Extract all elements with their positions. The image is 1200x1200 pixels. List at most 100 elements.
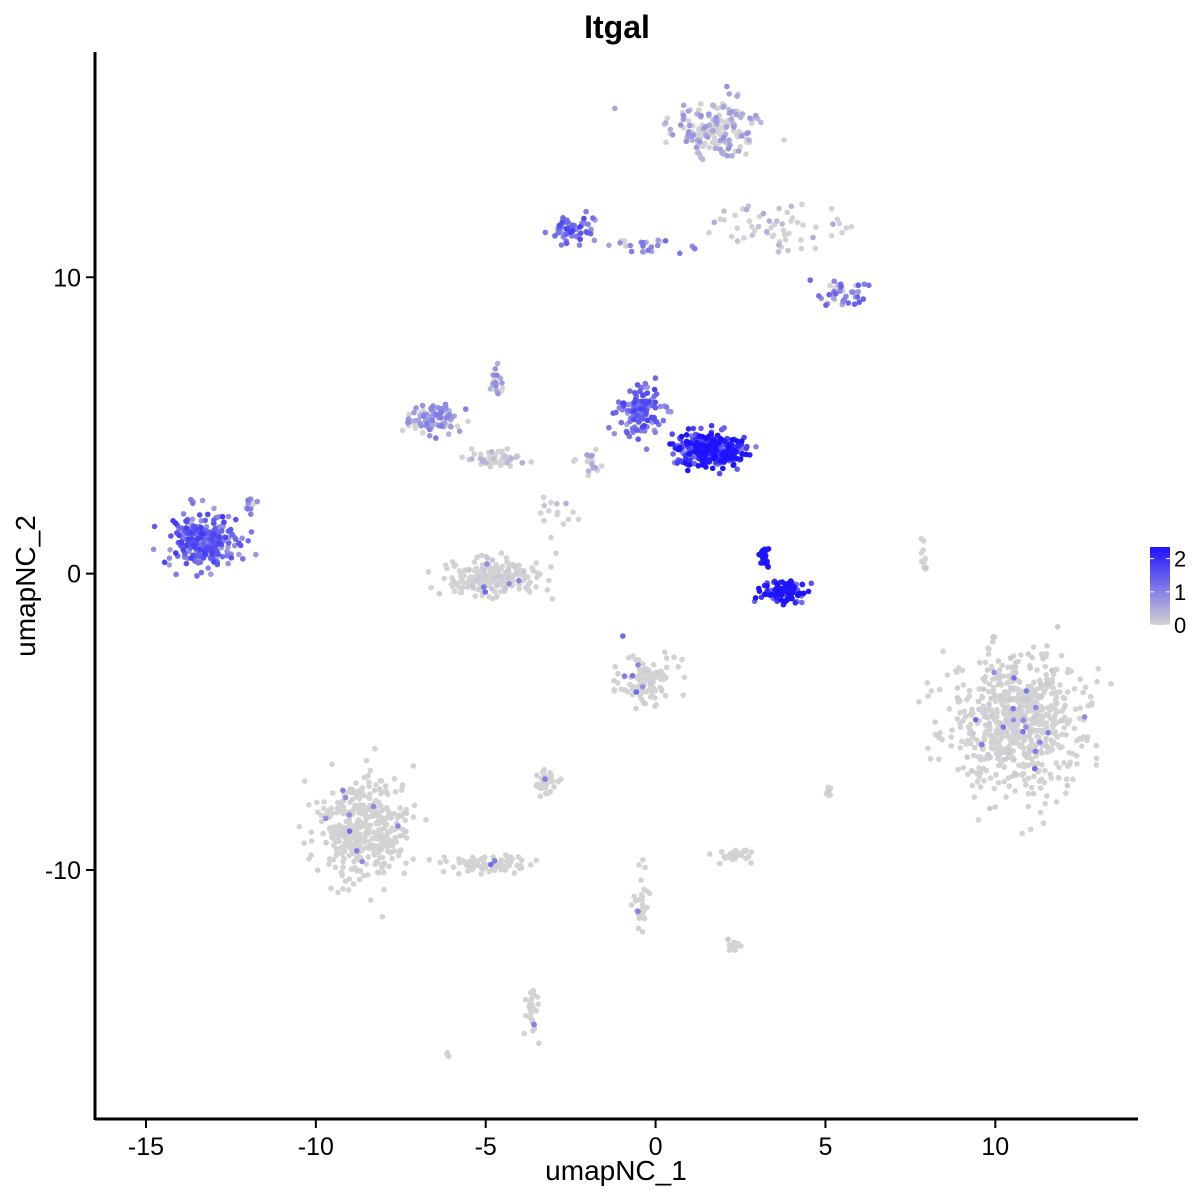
data-point xyxy=(199,497,206,504)
data-point xyxy=(646,890,653,897)
data-point xyxy=(975,698,982,705)
data-point xyxy=(508,455,514,462)
data-point xyxy=(556,222,563,229)
data-point xyxy=(176,532,182,539)
data-point xyxy=(624,689,631,695)
y-axis-ticks: -10 0 10 xyxy=(45,264,95,885)
data-point xyxy=(991,669,997,676)
data-point xyxy=(841,296,848,303)
data-point xyxy=(1064,669,1071,676)
data-point xyxy=(1031,715,1038,721)
data-point xyxy=(730,462,737,469)
data-point xyxy=(664,115,671,121)
data-point xyxy=(188,529,194,536)
data-point xyxy=(680,112,687,119)
data-point xyxy=(774,581,780,587)
data-point xyxy=(1056,764,1062,771)
data-point xyxy=(173,571,179,578)
data-point xyxy=(1042,767,1048,774)
data-point xyxy=(518,865,525,871)
data-point xyxy=(1014,706,1021,713)
data-point xyxy=(981,778,987,784)
data-point xyxy=(777,585,784,592)
data-point xyxy=(966,693,973,699)
data-point xyxy=(660,676,666,683)
data-point xyxy=(734,238,741,244)
data-point xyxy=(758,119,764,126)
data-point xyxy=(968,712,975,719)
data-point xyxy=(308,838,315,844)
data-point xyxy=(827,282,833,289)
data-point xyxy=(760,210,767,217)
data-point xyxy=(198,569,205,576)
data-point xyxy=(197,546,203,553)
data-point xyxy=(465,418,471,425)
data-point xyxy=(715,129,722,136)
data-point xyxy=(371,787,378,794)
data-point xyxy=(1063,732,1069,738)
data-point xyxy=(492,380,499,387)
data-point xyxy=(443,415,450,421)
data-point xyxy=(759,549,766,555)
data-point xyxy=(308,852,315,858)
data-point xyxy=(635,657,642,663)
data-point xyxy=(403,810,410,816)
data-point xyxy=(982,714,988,720)
data-point xyxy=(780,227,787,234)
data-point xyxy=(668,408,674,415)
data-point xyxy=(1076,715,1083,722)
data-point xyxy=(471,559,478,565)
data-point xyxy=(836,220,843,227)
data-point xyxy=(429,417,436,424)
data-point xyxy=(438,409,444,416)
data-point xyxy=(537,793,544,800)
data-point xyxy=(855,288,862,295)
data-point xyxy=(478,865,485,872)
y-tick-label: 0 xyxy=(67,561,81,589)
data-point xyxy=(1076,736,1083,742)
data-point xyxy=(823,302,829,309)
data-point xyxy=(636,419,642,425)
data-point xyxy=(361,792,367,799)
data-point xyxy=(365,806,371,812)
data-point xyxy=(577,224,583,230)
data-point xyxy=(975,817,982,823)
data-point xyxy=(635,925,642,932)
data-point xyxy=(627,242,634,249)
data-point xyxy=(572,456,578,463)
data-point xyxy=(194,553,200,559)
data-point xyxy=(734,466,740,473)
data-point xyxy=(761,558,768,564)
data-point xyxy=(748,223,755,230)
data-point xyxy=(1007,697,1014,703)
data-point xyxy=(1019,695,1026,702)
data-point xyxy=(1049,702,1055,709)
data-point xyxy=(690,132,697,139)
data-point xyxy=(1010,717,1017,723)
data-point xyxy=(634,427,640,434)
data-point xyxy=(631,416,637,423)
data-point xyxy=(983,707,989,714)
data-point xyxy=(318,818,325,825)
data-point xyxy=(706,144,712,151)
data-point xyxy=(1077,705,1084,711)
data-point xyxy=(683,432,690,438)
data-point xyxy=(779,221,785,227)
data-point xyxy=(973,770,980,776)
data-point xyxy=(581,215,587,222)
data-point xyxy=(976,706,982,713)
data-point xyxy=(331,842,337,849)
data-point xyxy=(350,881,357,887)
data-point xyxy=(544,587,551,593)
data-point xyxy=(1003,794,1009,800)
data-point xyxy=(1025,683,1031,690)
data-point xyxy=(328,885,334,892)
data-point xyxy=(992,692,998,699)
data-point xyxy=(473,565,480,572)
data-point xyxy=(1050,671,1057,678)
data-point xyxy=(781,231,788,238)
data-point xyxy=(996,730,1002,736)
data-point xyxy=(776,205,782,212)
data-point xyxy=(927,756,934,762)
data-point xyxy=(685,108,692,114)
